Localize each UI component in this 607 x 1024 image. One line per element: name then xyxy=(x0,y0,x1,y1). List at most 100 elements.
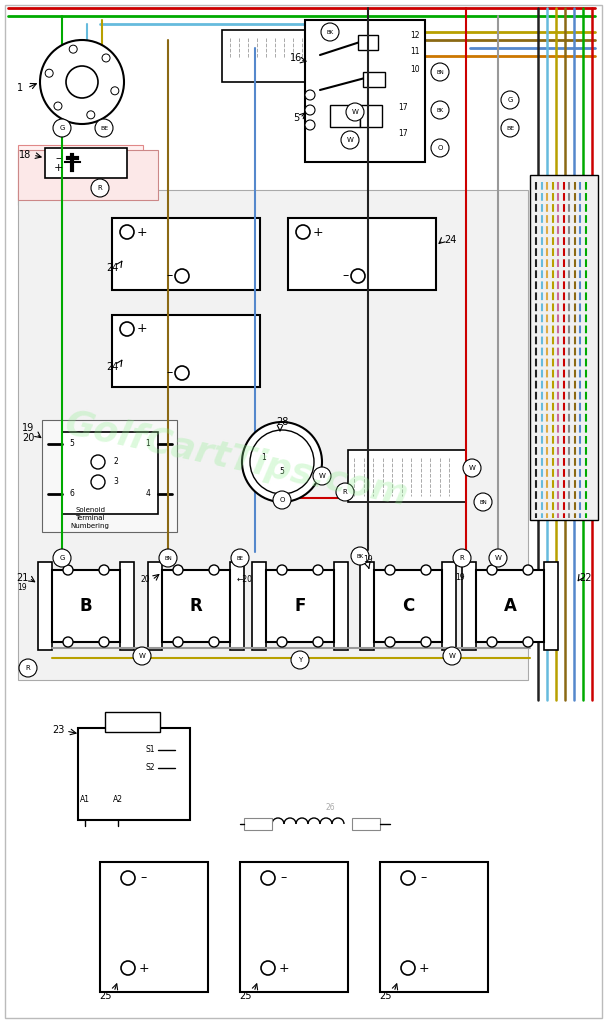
Text: 20: 20 xyxy=(140,575,150,585)
Circle shape xyxy=(351,269,365,283)
Text: W: W xyxy=(469,465,475,471)
Circle shape xyxy=(53,549,71,567)
Circle shape xyxy=(321,23,339,41)
Text: 17: 17 xyxy=(398,128,408,137)
Circle shape xyxy=(231,549,249,567)
Bar xyxy=(530,175,598,520)
Text: 17: 17 xyxy=(398,103,408,113)
Text: S2: S2 xyxy=(145,764,155,772)
Text: 25: 25 xyxy=(99,991,111,1001)
Circle shape xyxy=(296,225,310,239)
Bar xyxy=(120,562,134,650)
Text: R: R xyxy=(189,597,202,615)
Text: BN: BN xyxy=(164,555,172,560)
Text: 25: 25 xyxy=(239,991,251,1001)
Circle shape xyxy=(401,961,415,975)
Circle shape xyxy=(173,565,183,575)
Circle shape xyxy=(523,565,533,575)
Text: R: R xyxy=(342,489,347,495)
Circle shape xyxy=(242,422,322,502)
Bar xyxy=(244,818,272,830)
Text: 12: 12 xyxy=(410,31,420,40)
Circle shape xyxy=(385,565,395,575)
Bar xyxy=(374,570,442,642)
Circle shape xyxy=(40,40,124,124)
Circle shape xyxy=(501,91,519,109)
Text: BE: BE xyxy=(100,126,108,130)
Circle shape xyxy=(102,54,110,62)
Circle shape xyxy=(53,119,71,137)
Circle shape xyxy=(99,565,109,575)
Circle shape xyxy=(91,179,109,197)
Text: Numbering: Numbering xyxy=(70,523,109,529)
Bar xyxy=(334,562,348,650)
Circle shape xyxy=(54,102,62,110)
Bar xyxy=(162,570,230,642)
Circle shape xyxy=(133,647,151,665)
Circle shape xyxy=(431,139,449,157)
Text: –: – xyxy=(421,871,427,885)
Bar xyxy=(62,432,158,514)
Text: 6: 6 xyxy=(70,489,75,499)
Bar xyxy=(360,562,374,650)
Text: A2: A2 xyxy=(113,796,123,805)
Circle shape xyxy=(69,45,77,53)
Text: 19: 19 xyxy=(363,555,373,564)
Circle shape xyxy=(19,659,37,677)
Bar xyxy=(18,145,143,205)
Circle shape xyxy=(487,565,497,575)
Text: BK: BK xyxy=(356,554,364,558)
Text: 1: 1 xyxy=(17,83,23,93)
Circle shape xyxy=(277,637,287,647)
Circle shape xyxy=(305,120,315,130)
Text: –: – xyxy=(343,269,349,283)
Bar xyxy=(360,105,382,127)
Text: W: W xyxy=(449,653,455,659)
Text: –: – xyxy=(167,269,173,283)
Bar xyxy=(112,315,260,387)
Circle shape xyxy=(91,475,105,489)
Bar xyxy=(462,562,476,650)
Text: 11: 11 xyxy=(410,47,420,56)
Text: 26: 26 xyxy=(325,804,335,812)
Text: 1: 1 xyxy=(262,453,266,462)
Circle shape xyxy=(63,637,73,647)
Circle shape xyxy=(121,961,135,975)
Text: O: O xyxy=(437,145,443,151)
Bar xyxy=(230,562,244,650)
Circle shape xyxy=(261,871,275,885)
Text: BE: BE xyxy=(237,555,243,560)
Bar xyxy=(18,150,158,200)
Circle shape xyxy=(175,269,189,283)
Bar xyxy=(352,818,380,830)
Text: 23: 23 xyxy=(52,725,64,735)
Circle shape xyxy=(313,637,323,647)
Circle shape xyxy=(95,119,113,137)
Bar xyxy=(100,862,208,992)
Text: BK: BK xyxy=(327,30,334,35)
Circle shape xyxy=(501,119,519,137)
Bar xyxy=(148,562,162,650)
Text: 5: 5 xyxy=(70,439,75,449)
Circle shape xyxy=(351,547,369,565)
Circle shape xyxy=(401,871,415,885)
Text: –: – xyxy=(141,871,147,885)
Circle shape xyxy=(63,565,73,575)
Circle shape xyxy=(463,459,481,477)
Text: F: F xyxy=(294,597,306,615)
Text: G: G xyxy=(59,555,65,561)
Text: R: R xyxy=(25,665,30,671)
Bar xyxy=(348,450,466,502)
Circle shape xyxy=(431,63,449,81)
Text: Terminal: Terminal xyxy=(75,515,105,521)
Text: 5: 5 xyxy=(293,113,299,123)
Circle shape xyxy=(489,549,507,567)
Text: 20: 20 xyxy=(22,433,34,443)
Circle shape xyxy=(120,322,134,336)
Text: O: O xyxy=(279,497,285,503)
Circle shape xyxy=(250,430,314,494)
Circle shape xyxy=(474,493,492,511)
Text: 19: 19 xyxy=(455,573,465,583)
Circle shape xyxy=(421,565,431,575)
Bar xyxy=(442,562,456,650)
